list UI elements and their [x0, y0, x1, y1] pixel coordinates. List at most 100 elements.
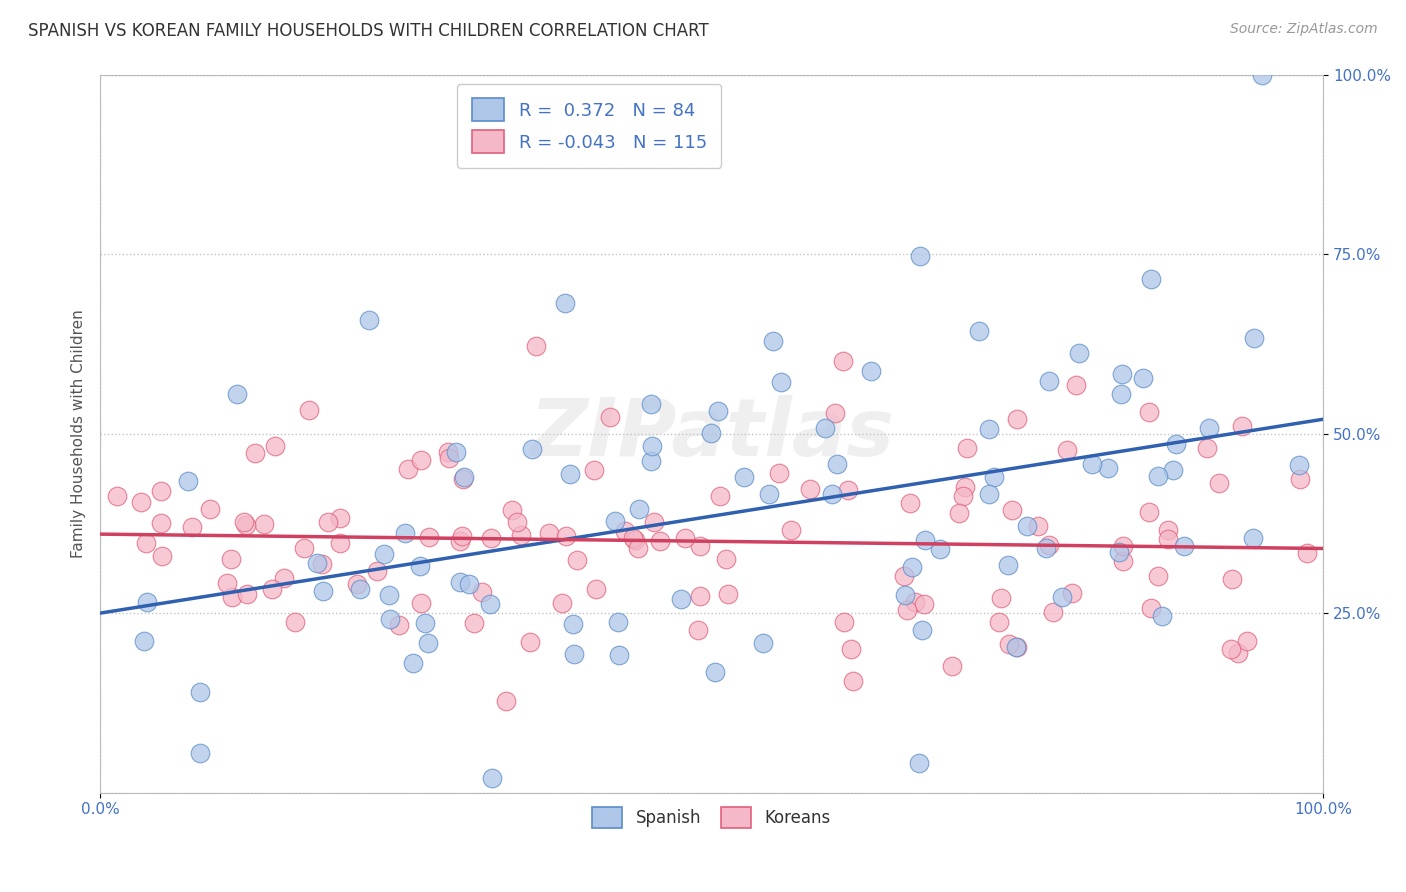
Point — [1147, 469, 1170, 483]
Point — [538, 525, 561, 540]
Point — [582, 463, 605, 477]
Point — [366, 564, 388, 578]
Point — [264, 439, 287, 453]
Point — [1007, 412, 1029, 426]
Point — [387, 618, 409, 632]
Point — [1197, 441, 1219, 455]
Point — [1081, 457, 1104, 471]
Text: Source: ZipAtlas.com: Source: ZipAtlas.com — [1230, 22, 1378, 37]
Point — [703, 665, 725, 680]
Point — [520, 442, 543, 456]
Point — [1056, 442, 1078, 457]
Point — [501, 503, 523, 517]
Text: ZIPatlas: ZIPatlas — [529, 394, 894, 473]
Point — [188, 685, 211, 699]
Point — [1156, 524, 1178, 538]
Point — [1111, 386, 1133, 401]
Point — [378, 612, 401, 626]
Point — [554, 296, 576, 310]
Point — [988, 615, 1011, 629]
Legend: Spanish, Koreans: Spanish, Koreans — [586, 800, 838, 835]
Point — [560, 467, 582, 481]
Point — [900, 560, 922, 574]
Point — [470, 585, 492, 599]
Point — [1227, 646, 1250, 660]
Point — [689, 539, 711, 553]
Point — [233, 515, 256, 529]
Point — [1243, 331, 1265, 345]
Point — [562, 647, 585, 661]
Point — [814, 421, 837, 435]
Point — [640, 454, 662, 468]
Point — [700, 425, 723, 440]
Point — [758, 487, 780, 501]
Point — [1220, 642, 1243, 657]
Point — [648, 534, 671, 549]
Point — [839, 642, 862, 657]
Point — [967, 324, 990, 338]
Point — [132, 634, 155, 648]
Point — [262, 582, 284, 597]
Point — [479, 531, 502, 545]
Point — [799, 482, 821, 496]
Point — [221, 590, 243, 604]
Point — [904, 595, 927, 609]
Point — [627, 541, 650, 555]
Point — [1230, 418, 1253, 433]
Point — [709, 489, 731, 503]
Point — [359, 313, 381, 327]
Point — [929, 541, 952, 556]
Point — [613, 524, 636, 539]
Point — [329, 536, 352, 550]
Point — [1015, 519, 1038, 533]
Point — [519, 634, 541, 648]
Point — [150, 483, 173, 498]
Point — [437, 445, 460, 459]
Point — [567, 553, 589, 567]
Point — [1295, 546, 1317, 560]
Point — [316, 516, 339, 530]
Point — [450, 528, 472, 542]
Point — [673, 532, 696, 546]
Point — [1004, 640, 1026, 654]
Point — [953, 480, 976, 494]
Point — [1026, 519, 1049, 533]
Point — [1111, 367, 1133, 381]
Point — [842, 674, 865, 689]
Point — [908, 756, 931, 770]
Point — [770, 375, 793, 389]
Point — [689, 589, 711, 603]
Point — [188, 746, 211, 760]
Point — [1137, 405, 1160, 419]
Point — [908, 249, 931, 263]
Point — [444, 445, 467, 459]
Point — [716, 552, 738, 566]
Point — [977, 422, 1000, 436]
Point — [439, 451, 461, 466]
Point — [624, 533, 647, 548]
Point — [217, 575, 239, 590]
Point — [686, 624, 709, 638]
Point — [717, 587, 740, 601]
Point — [416, 636, 439, 650]
Point — [605, 514, 627, 528]
Point — [837, 483, 859, 498]
Point — [1157, 532, 1180, 546]
Point — [893, 588, 915, 602]
Point — [1147, 568, 1170, 582]
Point — [479, 597, 502, 611]
Point — [284, 615, 307, 630]
Point — [606, 615, 628, 630]
Point — [832, 615, 855, 629]
Point — [135, 536, 157, 550]
Point — [451, 472, 474, 486]
Point — [1241, 531, 1264, 545]
Point — [176, 474, 198, 488]
Point — [733, 470, 755, 484]
Point — [643, 515, 665, 529]
Point — [1161, 463, 1184, 477]
Point — [555, 529, 578, 543]
Point — [524, 339, 547, 353]
Point — [1173, 539, 1195, 553]
Point — [136, 595, 159, 609]
